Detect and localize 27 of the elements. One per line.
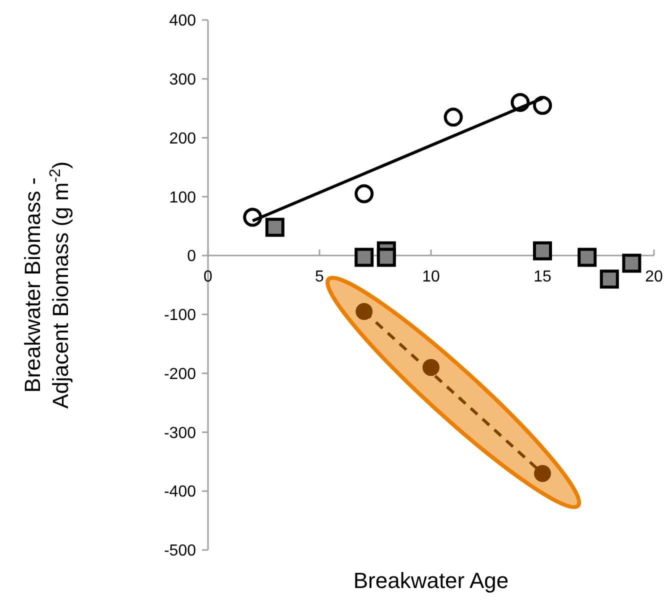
x-tick-label: 20 — [645, 268, 663, 286]
point — [533, 241, 552, 260]
point — [533, 96, 552, 115]
y-tick-label: -300 — [164, 424, 196, 442]
point — [622, 254, 642, 273]
y-tick-label: -400 — [164, 484, 196, 501]
y-tick-label: 0 — [187, 248, 196, 266]
point — [376, 248, 396, 267]
y-tick-label: -100 — [164, 307, 196, 324]
point — [600, 270, 619, 289]
y-tick-label: 100 — [169, 189, 196, 206]
point — [354, 248, 374, 267]
point — [578, 248, 597, 267]
x-tick-label: 5 — [315, 268, 324, 286]
y-tick-label: -200 — [164, 366, 196, 383]
y-tick-label: 300 — [169, 71, 196, 88]
x-axis-title: Breakwater Age — [353, 568, 509, 593]
point — [534, 464, 551, 482]
x-tick-label: 10 — [422, 268, 440, 286]
y-tick-label: 200 — [169, 130, 196, 148]
y-tick-label: 400 — [169, 12, 196, 30]
point — [354, 184, 374, 204]
x-tick-label: 15 — [534, 268, 552, 286]
x-tick-label: 0 — [204, 268, 213, 286]
point — [444, 108, 463, 127]
y-tick-label: -500 — [164, 542, 196, 560]
point — [265, 218, 284, 237]
